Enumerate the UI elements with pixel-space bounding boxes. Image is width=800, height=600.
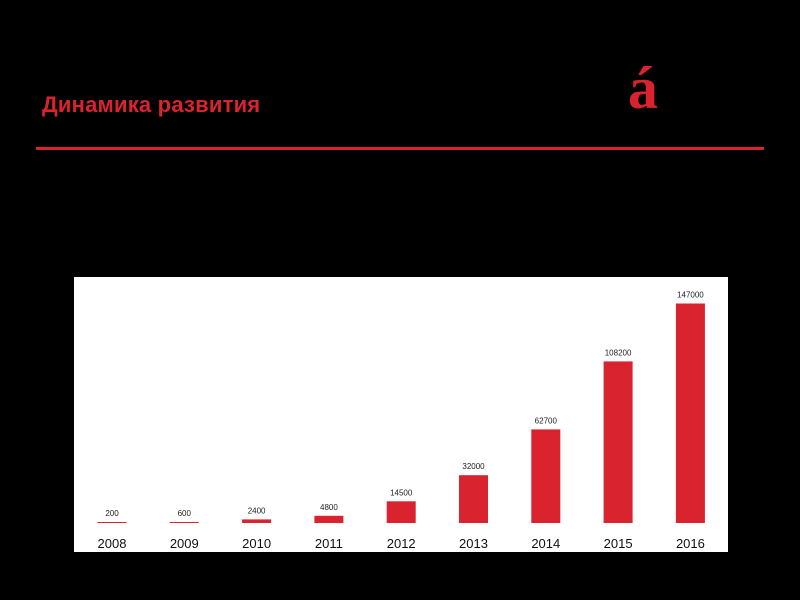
x-tick-label-2016: 2016: [676, 536, 705, 551]
title-divider: [36, 147, 764, 150]
x-tick-label-2008: 2008: [98, 536, 127, 551]
logo-icon: á: [628, 55, 658, 121]
bar-2008: [97, 522, 127, 523]
x-tick-label-2012: 2012: [387, 536, 416, 551]
bar-2014: [531, 429, 561, 523]
bars-layer: [97, 303, 705, 523]
bar-2010: [242, 519, 272, 523]
x-tick-label-2011: 2011: [315, 536, 343, 551]
bar-2011: [314, 515, 344, 523]
bar-2015: [603, 361, 633, 523]
value-label-2009: 600: [178, 509, 192, 518]
x-tick-label-2009: 2009: [170, 536, 199, 551]
value-label-2012: 14500: [390, 488, 413, 497]
x-tick-label-2010: 2010: [242, 536, 271, 551]
bar-2009: [169, 522, 199, 523]
value-label-2016: 147000: [677, 291, 704, 300]
value-label-2015: 108200: [605, 348, 632, 357]
value-label-2008: 200: [105, 509, 119, 518]
bar-2013: [459, 475, 488, 523]
slide-title: Динамика развития: [42, 92, 261, 117]
x-tick-label-2014: 2014: [531, 536, 560, 551]
x-tick-label-2013: 2013: [459, 536, 488, 551]
x-tick-label-2015: 2015: [604, 536, 633, 551]
bar-2016: [675, 303, 705, 523]
value-label-2013: 32000: [462, 462, 485, 471]
x-tick-labels-layer: 2008 2009 2010 2011 2012 2013 2014 2015 2016: [98, 536, 705, 551]
bar-2012: [386, 501, 416, 523]
bar-chart: 200 600 2400 4800 14500 32000 62700 108200 14700…: [97, 291, 705, 551]
value-labels-layer: 200 600 2400 4800 14500 32000 62700 108200 14700…: [105, 291, 704, 519]
value-label-2010: 2400: [248, 506, 266, 515]
chart-panel: 200 600 2400 4800 14500 32000 62700 108200 14700…: [74, 277, 728, 552]
value-label-2014: 62700: [535, 416, 558, 425]
value-label-2011: 4800: [320, 503, 338, 512]
